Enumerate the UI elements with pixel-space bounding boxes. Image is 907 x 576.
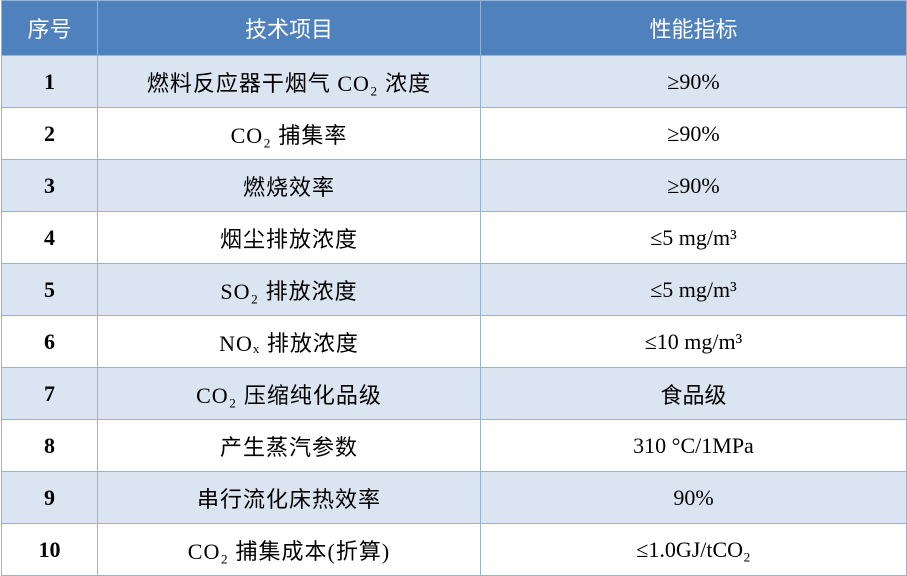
table-row: 6 NOₓ 排放浓度 ≤10 mg/m³ — [1, 315, 907, 368]
num-cell: 10 — [1, 523, 98, 576]
header-cell: 序号 — [1, 0, 98, 56]
table-row: 3 燃烧效率 ≥90% — [1, 159, 907, 212]
value-cell: ≥90% — [480, 159, 907, 212]
value-cell: 90% — [480, 471, 907, 524]
value-cell: ≥90% — [480, 55, 907, 108]
num-cell: 7 — [1, 367, 98, 420]
num-cell: 9 — [1, 471, 98, 524]
item-cell: CO₂ 压缩纯化品级 — [97, 367, 481, 420]
table-row: 7 CO₂ 压缩纯化品级 食品级 — [1, 367, 907, 420]
num-cell: 5 — [1, 263, 98, 316]
table-row: 2 CO₂ 捕集率 ≥90% — [1, 107, 907, 160]
table-row: 1 燃料反应器干烟气 CO₂ 浓度 ≥90% — [1, 55, 907, 108]
item-cell: SO₂ 排放浓度 — [97, 263, 481, 316]
num-cell: 4 — [1, 211, 98, 264]
value-cell: ≤5 mg/m³ — [480, 211, 907, 264]
num-cell: 1 — [1, 55, 98, 108]
table-row: 4 烟尘排放浓度 ≤5 mg/m³ — [1, 211, 907, 264]
table-row: 10 CO₂ 捕集成本(折算) ≤1.0GJ/tCO₂ — [1, 523, 907, 576]
num-cell: 8 — [1, 419, 98, 472]
header-cell: 性能指标 — [480, 0, 907, 56]
value-cell: ≥90% — [480, 107, 907, 160]
item-cell: NOₓ 排放浓度 — [97, 315, 481, 368]
num-cell: 6 — [1, 315, 98, 368]
value-cell: ≤1.0GJ/tCO₂ — [480, 523, 907, 576]
table-body: 1 燃料反应器干烟气 CO₂ 浓度 ≥90% 2 CO₂ 捕集率 ≥90% 3 燃烧效率 ≥90… — [1, 55, 907, 576]
value-cell: 310 °C/1MPa — [480, 419, 907, 472]
item-cell: 烟尘排放浓度 — [97, 211, 481, 264]
table-row: 8 产生蒸汽参数 310 °C/1MPa — [1, 419, 907, 472]
table-row: 5 SO₂ 排放浓度 ≤5 mg/m³ — [1, 263, 907, 316]
item-cell: CO₂ 捕集率 — [97, 107, 481, 160]
table-row: 9 串行流化床热效率 90% — [1, 471, 907, 524]
value-cell: ≤5 mg/m³ — [480, 263, 907, 316]
item-cell: 产生蒸汽参数 — [97, 419, 481, 472]
num-cell: 3 — [1, 159, 98, 212]
item-cell: 燃烧效率 — [97, 159, 481, 212]
item-cell: CO₂ 捕集成本(折算) — [97, 523, 481, 576]
value-cell: ≤10 mg/m³ — [480, 315, 907, 368]
header-cell: 技术项目 — [97, 0, 481, 56]
num-cell: 2 — [1, 107, 98, 160]
item-cell: 串行流化床热效率 — [97, 471, 481, 524]
header-row: 序号 技术项目 性能指标 — [1, 0, 907, 56]
value-cell: 食品级 — [480, 367, 907, 420]
item-cell: 燃料反应器干烟气 CO₂ 浓度 — [97, 55, 481, 108]
